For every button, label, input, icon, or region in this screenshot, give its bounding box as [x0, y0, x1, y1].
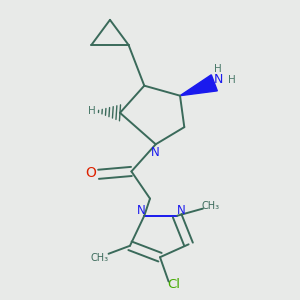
Text: N: N [214, 74, 224, 86]
Text: N: N [177, 204, 186, 217]
Text: CH₃: CH₃ [91, 253, 109, 263]
Text: O: O [85, 166, 96, 180]
Text: N: N [136, 204, 145, 217]
Text: N: N [151, 146, 160, 159]
Polygon shape [180, 75, 217, 96]
Text: H: H [214, 64, 222, 74]
Text: Cl: Cl [167, 278, 180, 291]
Text: CH₃: CH₃ [201, 201, 219, 211]
Text: H: H [228, 75, 235, 85]
Text: H: H [88, 106, 96, 116]
